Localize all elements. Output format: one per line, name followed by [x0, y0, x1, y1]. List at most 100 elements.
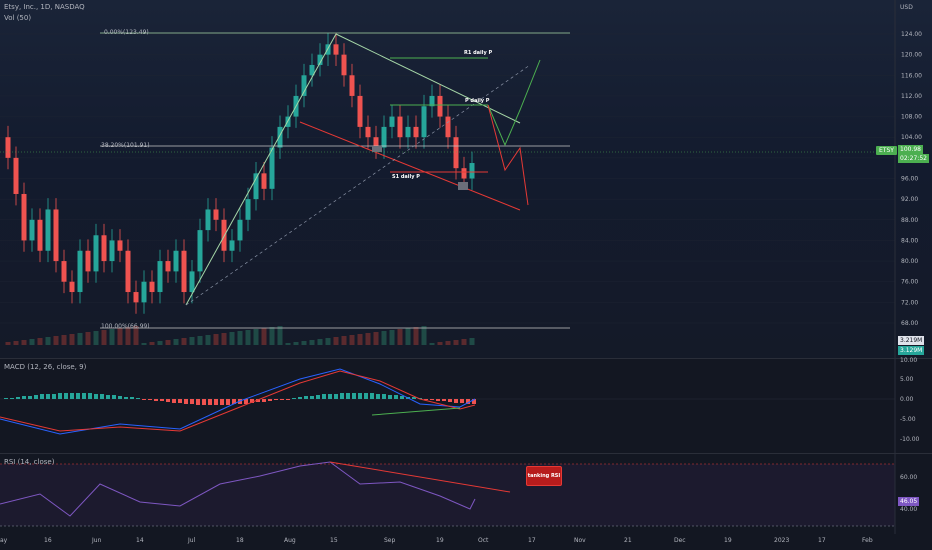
rsi-axis-60: 60.00 [900, 474, 918, 481]
price-axis-label: 84.00 [901, 237, 918, 244]
candle-body [341, 54, 347, 76]
price-chart-pane[interactable]: 124.00 120.00 116.00 112.00 108.00 104.00 100.… [0, 0, 932, 358]
macd-histogram-bar [454, 399, 458, 403]
macd-axis-10: 10.00 [900, 357, 918, 364]
volume-bar [141, 343, 147, 345]
volume-bar [77, 333, 83, 345]
bullish-projection [487, 59, 541, 147]
volume-tag-1: 3.219M [898, 336, 925, 345]
macd-histogram-bar [112, 395, 116, 399]
volume-bar [29, 339, 35, 345]
candle-body [269, 147, 275, 189]
uptrend-line [185, 33, 337, 306]
volume-bar [245, 330, 251, 345]
candle-body [469, 163, 475, 179]
volume-bar [205, 335, 211, 345]
bearish-projection [487, 104, 529, 206]
volume-bar [37, 338, 43, 345]
macd-histogram-bar [70, 393, 74, 399]
candle-body [189, 271, 195, 293]
candle-body [117, 240, 123, 251]
volume-bar [269, 327, 275, 345]
macd-histogram-bar [430, 399, 434, 400]
macd-histogram-bar [424, 399, 428, 400]
candle-body [237, 219, 243, 241]
macd-histogram-bar [190, 399, 194, 404]
rsi-divergence-line [329, 461, 511, 493]
time-axis-label: 17 [528, 537, 536, 544]
candle-body [245, 199, 251, 220]
volume-bar [349, 335, 355, 345]
volume-bar [437, 342, 443, 345]
macd-histogram-bar [28, 396, 32, 399]
volume-bar [277, 326, 283, 345]
volume-bar [109, 329, 115, 345]
candle-body [317, 54, 323, 65]
volume-bar [101, 330, 107, 345]
volume-bar [93, 331, 99, 345]
macd-histogram-bar [154, 399, 158, 401]
macd-histogram-bar [316, 395, 320, 399]
time-axis-label: 19 [724, 537, 732, 544]
macd-histogram-bar [466, 399, 470, 404]
macd-histogram-bar [160, 399, 164, 401]
time-axis-label: Aug [284, 537, 296, 544]
channel-top-line [335, 33, 521, 124]
rsi-axis-40: 40.00 [900, 506, 918, 513]
fib-bottom-label: 100.00%(66.99) [101, 323, 150, 330]
volume-bar [405, 328, 411, 345]
macd-divergence-line [371, 407, 461, 416]
candle-body [45, 209, 51, 251]
candle-body [173, 250, 179, 272]
candle-body [109, 240, 115, 262]
candle-body [221, 219, 227, 251]
candle-body [397, 116, 403, 138]
macd-pane[interactable]: MACD (12, 26, close, 9) 10.00 5.00 0.00 … [0, 357, 932, 453]
macd-histogram-bar [226, 399, 230, 405]
price-chart-canvas[interactable]: 124.00 120.00 116.00 112.00 108.00 104.00 100.… [0, 0, 932, 358]
volume-bar [189, 337, 195, 345]
last-price-tag: 100.98 [898, 145, 923, 154]
volume-bar [5, 342, 11, 345]
macd-histogram-bar [292, 398, 296, 399]
volume-bar [365, 333, 371, 345]
time-axis-label: Feb [862, 537, 873, 544]
time-axis-label: Jul [188, 537, 196, 544]
macd-histogram-bar [16, 397, 20, 399]
s1-pivot-label: S1 daily P [392, 174, 420, 180]
volume-bar [445, 341, 451, 345]
macd-histogram-bar [82, 393, 86, 399]
candle-body [13, 157, 19, 194]
volume-bar [149, 342, 155, 345]
candle-body [213, 209, 219, 220]
time-axis-label: Sep [384, 537, 396, 544]
p-pivot-label: P daily P [465, 98, 490, 104]
macd-histogram-bar [472, 399, 476, 404]
macd-histogram-bar [298, 397, 302, 399]
time-axis-label: 21 [624, 537, 632, 544]
macd-histogram-bar [214, 399, 218, 405]
pane-separator[interactable] [0, 453, 932, 454]
macd-histogram-bar [172, 399, 176, 403]
time-axis-label: 19 [436, 537, 444, 544]
macd-canvas[interactable] [0, 359, 932, 453]
macd-histogram-bar [388, 395, 392, 399]
volume-bar [21, 340, 27, 345]
macd-histogram-bar [364, 393, 368, 399]
candle-body [205, 209, 211, 231]
volume-bar [317, 339, 323, 345]
candle-body [149, 281, 155, 293]
macd-histogram-bar [46, 394, 50, 399]
macd-histogram-bar [412, 397, 416, 399]
candle-body [349, 75, 355, 96]
volume-bar [357, 334, 363, 345]
volume-bar [117, 328, 123, 345]
macd-histogram-bar [394, 395, 398, 399]
rsi-canvas[interactable] [0, 454, 932, 534]
macd-histogram-bar [232, 399, 236, 404]
pane-separator[interactable] [0, 358, 932, 359]
time-axis-label: 2023 [774, 537, 790, 544]
macd-histogram-bar [328, 394, 332, 399]
macd-histogram-bar [52, 394, 56, 399]
rsi-pane[interactable]: RSI (14, close) 60.00 46.05 40.00 [0, 454, 932, 534]
